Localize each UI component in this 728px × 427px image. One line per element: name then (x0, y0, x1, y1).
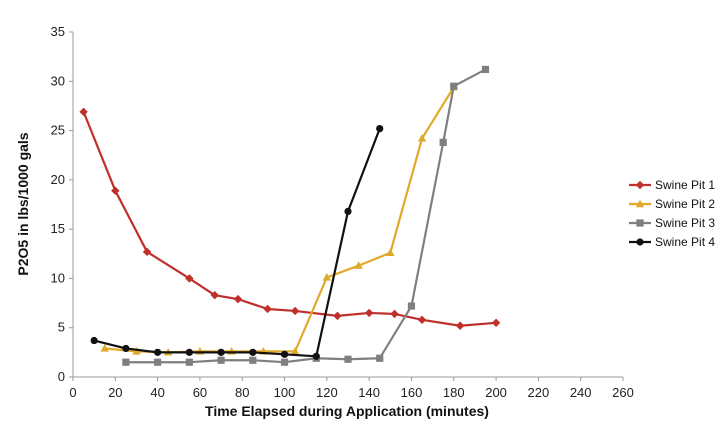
data-point (217, 356, 225, 364)
data-point (249, 348, 257, 356)
y-tick-label: 35 (51, 24, 65, 39)
data-point (386, 248, 395, 256)
data-point (481, 65, 490, 74)
data-point (210, 290, 219, 300)
data-point (417, 315, 427, 325)
data-point (185, 358, 193, 366)
x-tick-label: 40 (150, 385, 164, 400)
data-point (290, 346, 300, 355)
legend-item-3: Swine Pit 3 (629, 216, 715, 230)
y-axis-title: P2O5 in lbs/1000 gals (15, 132, 31, 275)
data-point (263, 304, 272, 314)
series-layer (79, 65, 501, 366)
legend-label: Swine Pit 4 (655, 235, 715, 249)
y-axis: 0 5 10 15 20 25 30 35 (51, 24, 74, 384)
data-point (249, 356, 257, 364)
data-point (354, 261, 363, 269)
series-4 (90, 125, 384, 360)
data-point (635, 180, 645, 190)
data-point (217, 348, 225, 356)
series-line (104, 86, 455, 354)
data-point (344, 207, 352, 215)
y-tick-label: 20 (51, 172, 65, 187)
series-line (82, 111, 497, 327)
legend-item-1: Swine Pit 1 (629, 178, 715, 192)
data-point (390, 309, 399, 319)
x-tick-label: 220 (528, 385, 550, 400)
x-tick-label: 180 (443, 385, 465, 400)
data-point (364, 308, 374, 318)
legend-label: Swine Pit 1 (655, 178, 715, 192)
data-point (233, 294, 243, 304)
x-tick-label: 0 (69, 385, 76, 400)
legend-item-2: Swine Pit 2 (629, 197, 715, 211)
data-point (636, 219, 644, 227)
y-tick-label: 30 (51, 73, 65, 88)
data-point (450, 82, 458, 90)
x-tick-label: 120 (316, 385, 338, 400)
data-point (90, 336, 98, 345)
y-tick-label: 25 (51, 123, 65, 138)
x-tick-label: 80 (235, 385, 249, 400)
data-point (491, 318, 501, 327)
data-point (280, 350, 289, 358)
data-point (376, 354, 384, 362)
y-tick-label: 0 (58, 369, 65, 384)
y-tick-label: 10 (51, 270, 65, 285)
data-point (122, 358, 130, 366)
data-point (185, 348, 193, 356)
data-point (154, 358, 162, 366)
data-point (111, 186, 120, 195)
y-tick-label: 15 (51, 221, 65, 236)
data-point (333, 311, 342, 321)
legend-label: Swine Pit 3 (655, 216, 715, 230)
data-point (185, 274, 194, 283)
series-2 (100, 82, 458, 356)
x-tick-label: 200 (485, 385, 507, 400)
x-tick-label: 240 (570, 385, 592, 400)
data-point (636, 238, 644, 246)
data-point (312, 352, 320, 360)
data-point (79, 107, 88, 117)
x-axis: 0 20 40 60 80 100 120 140 160 180 200 220 240 260 (69, 376, 634, 400)
data-point (439, 138, 447, 146)
data-point (455, 321, 465, 330)
data-point (100, 344, 109, 352)
data-point (376, 125, 384, 133)
legend: Swine Pit 1 Swine Pit 2 Swine Pit 3 Swine P… (629, 178, 715, 249)
y-tick-label: 5 (58, 320, 65, 335)
x-tick-label: 140 (358, 385, 380, 400)
data-point (322, 273, 332, 281)
data-point (154, 348, 162, 356)
x-tick-label: 260 (612, 385, 634, 400)
series-line (93, 128, 381, 358)
data-point (290, 306, 300, 316)
x-axis-title: Time Elapsed during Application (minutes… (205, 403, 489, 419)
data-point (344, 355, 352, 363)
legend-label: Swine Pit 2 (655, 197, 715, 211)
data-point (280, 358, 289, 366)
x-tick-label: 160 (401, 385, 423, 400)
series-1 (79, 107, 501, 330)
series-line (125, 68, 487, 364)
data-point (635, 199, 645, 208)
legend-item-4: Swine Pit 4 (629, 235, 715, 249)
data-point (417, 134, 427, 142)
x-tick-label: 20 (108, 385, 122, 400)
x-tick-label: 100 (274, 385, 296, 400)
x-tick-label: 60 (193, 385, 207, 400)
data-point (407, 302, 416, 310)
data-point (142, 247, 152, 257)
data-point (122, 344, 130, 353)
